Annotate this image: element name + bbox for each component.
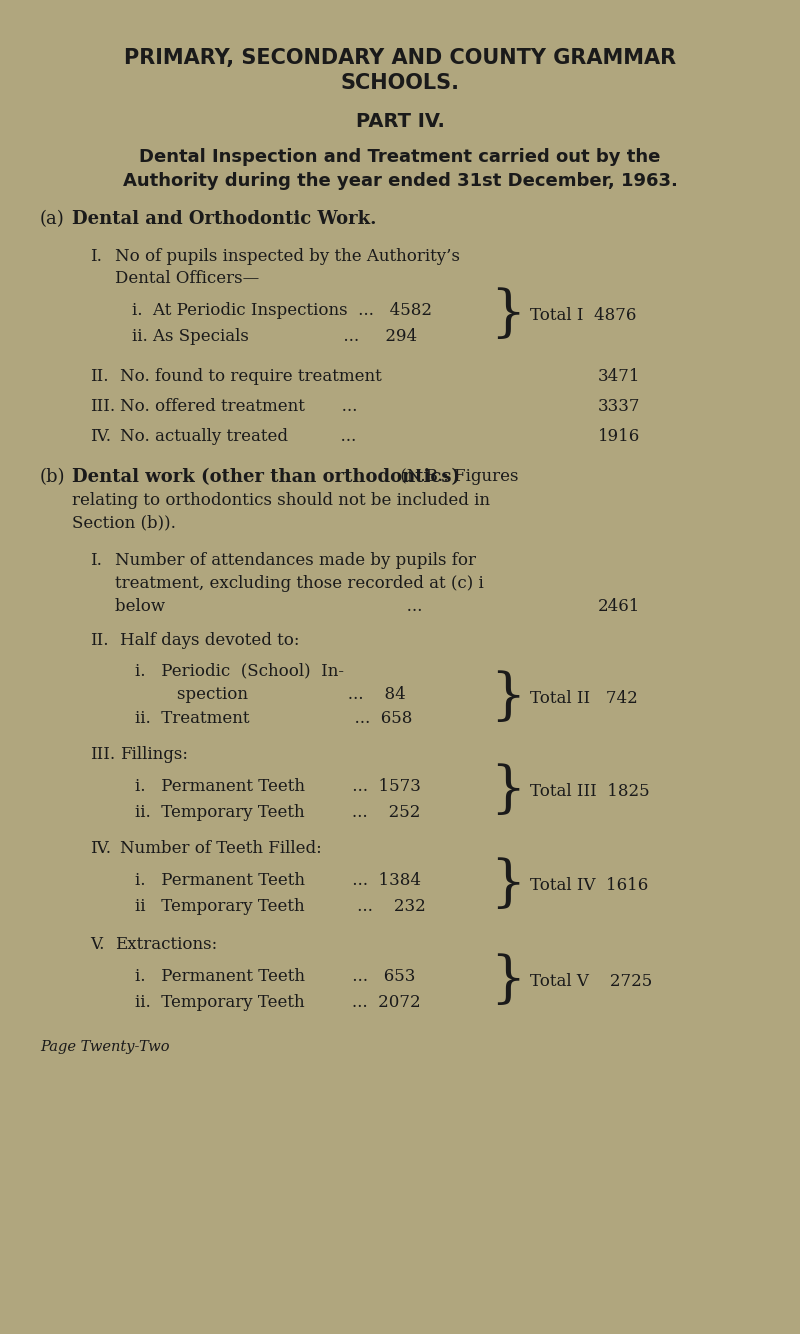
Text: ii.  Temporary Teeth         ...    252: ii. Temporary Teeth ... 252 — [135, 804, 420, 820]
Text: }: } — [490, 288, 526, 343]
Text: No. actually treated          ...: No. actually treated ... — [120, 428, 356, 446]
Text: SCHOOLS.: SCHOOLS. — [341, 73, 459, 93]
Text: Dental and Orthodontic Work.: Dental and Orthodontic Work. — [72, 209, 377, 228]
Text: }: } — [490, 954, 526, 1009]
Text: No. offered treatment       ...: No. offered treatment ... — [120, 398, 358, 415]
Text: }: } — [490, 858, 526, 912]
Text: (a): (a) — [40, 209, 65, 228]
Text: treatment, excluding those recorded at (c) i: treatment, excluding those recorded at (… — [115, 575, 484, 592]
Text: ii   Temporary Teeth          ...    232: ii Temporary Teeth ... 232 — [135, 898, 426, 915]
Text: Page Twenty-Two: Page Twenty-Two — [40, 1041, 170, 1054]
Text: II.: II. — [90, 368, 109, 386]
Text: 3471: 3471 — [598, 368, 640, 386]
Text: 1916: 1916 — [598, 428, 640, 446]
Text: ii.  Temporary Teeth         ...  2072: ii. Temporary Teeth ... 2072 — [135, 994, 421, 1011]
Text: 3337: 3337 — [598, 398, 640, 415]
Text: (N.B.: Figures: (N.B.: Figures — [395, 468, 518, 486]
Text: ii. As Specials                  ...     294: ii. As Specials ... 294 — [132, 328, 417, 346]
Text: Total IV  1616: Total IV 1616 — [530, 876, 648, 894]
Text: Dental Inspection and Treatment carried out by the: Dental Inspection and Treatment carried … — [139, 148, 661, 165]
Text: Dental work (other than orthodontics): Dental work (other than orthodontics) — [72, 468, 460, 486]
Text: Half days devoted to:: Half days devoted to: — [120, 632, 299, 650]
Text: I.: I. — [90, 552, 102, 570]
Text: ii.  Treatment                    ...  658: ii. Treatment ... 658 — [135, 710, 412, 727]
Text: PART IV.: PART IV. — [355, 112, 445, 131]
Text: below                                              ...: below ... — [115, 598, 422, 615]
Text: Total I  4876: Total I 4876 — [530, 307, 636, 324]
Text: }: } — [490, 763, 526, 818]
Text: (b): (b) — [40, 468, 66, 486]
Text: i.   Permanent Teeth         ...  1573: i. Permanent Teeth ... 1573 — [135, 778, 421, 795]
Text: relating to orthodontics should not be included in: relating to orthodontics should not be i… — [72, 492, 490, 510]
Text: No of pupils inspected by the Authority’s: No of pupils inspected by the Authority’… — [115, 248, 460, 265]
Text: II.: II. — [90, 632, 109, 650]
Text: PRIMARY, SECONDARY AND COUNTY GRAMMAR: PRIMARY, SECONDARY AND COUNTY GRAMMAR — [124, 48, 676, 68]
Text: i.   Periodic  (School)  In-: i. Periodic (School) In- — [135, 662, 344, 679]
Text: Number of attendances made by pupils for: Number of attendances made by pupils for — [115, 552, 476, 570]
Text: Total V    2725: Total V 2725 — [530, 972, 652, 990]
Text: Authority during the year ended 31st December, 1963.: Authority during the year ended 31st Dec… — [122, 172, 678, 189]
Text: Dental Officers—: Dental Officers— — [115, 269, 259, 287]
Text: 2461: 2461 — [598, 598, 640, 615]
Text: Extractions:: Extractions: — [115, 936, 218, 952]
Text: }: } — [490, 671, 526, 726]
Text: Total III  1825: Total III 1825 — [530, 783, 650, 800]
Text: Section (b)).: Section (b)). — [72, 514, 176, 531]
Text: I.: I. — [90, 248, 102, 265]
Text: spection                   ...    84: spection ... 84 — [135, 686, 406, 703]
Text: i.   Permanent Teeth         ...   653: i. Permanent Teeth ... 653 — [135, 968, 415, 984]
Text: Number of Teeth Filled:: Number of Teeth Filled: — [120, 840, 322, 856]
Text: V.: V. — [90, 936, 104, 952]
Text: IV.: IV. — [90, 428, 111, 446]
Text: i.  At Periodic Inspections  ...   4582: i. At Periodic Inspections ... 4582 — [132, 301, 432, 319]
Text: III.: III. — [90, 746, 115, 763]
Text: IV.: IV. — [90, 840, 111, 856]
Text: No. found to require treatment: No. found to require treatment — [120, 368, 382, 386]
Text: Total II   742: Total II 742 — [530, 690, 638, 707]
Text: i.   Permanent Teeth         ...  1384: i. Permanent Teeth ... 1384 — [135, 872, 421, 888]
Text: III.: III. — [90, 398, 115, 415]
Text: Fillings:: Fillings: — [120, 746, 188, 763]
